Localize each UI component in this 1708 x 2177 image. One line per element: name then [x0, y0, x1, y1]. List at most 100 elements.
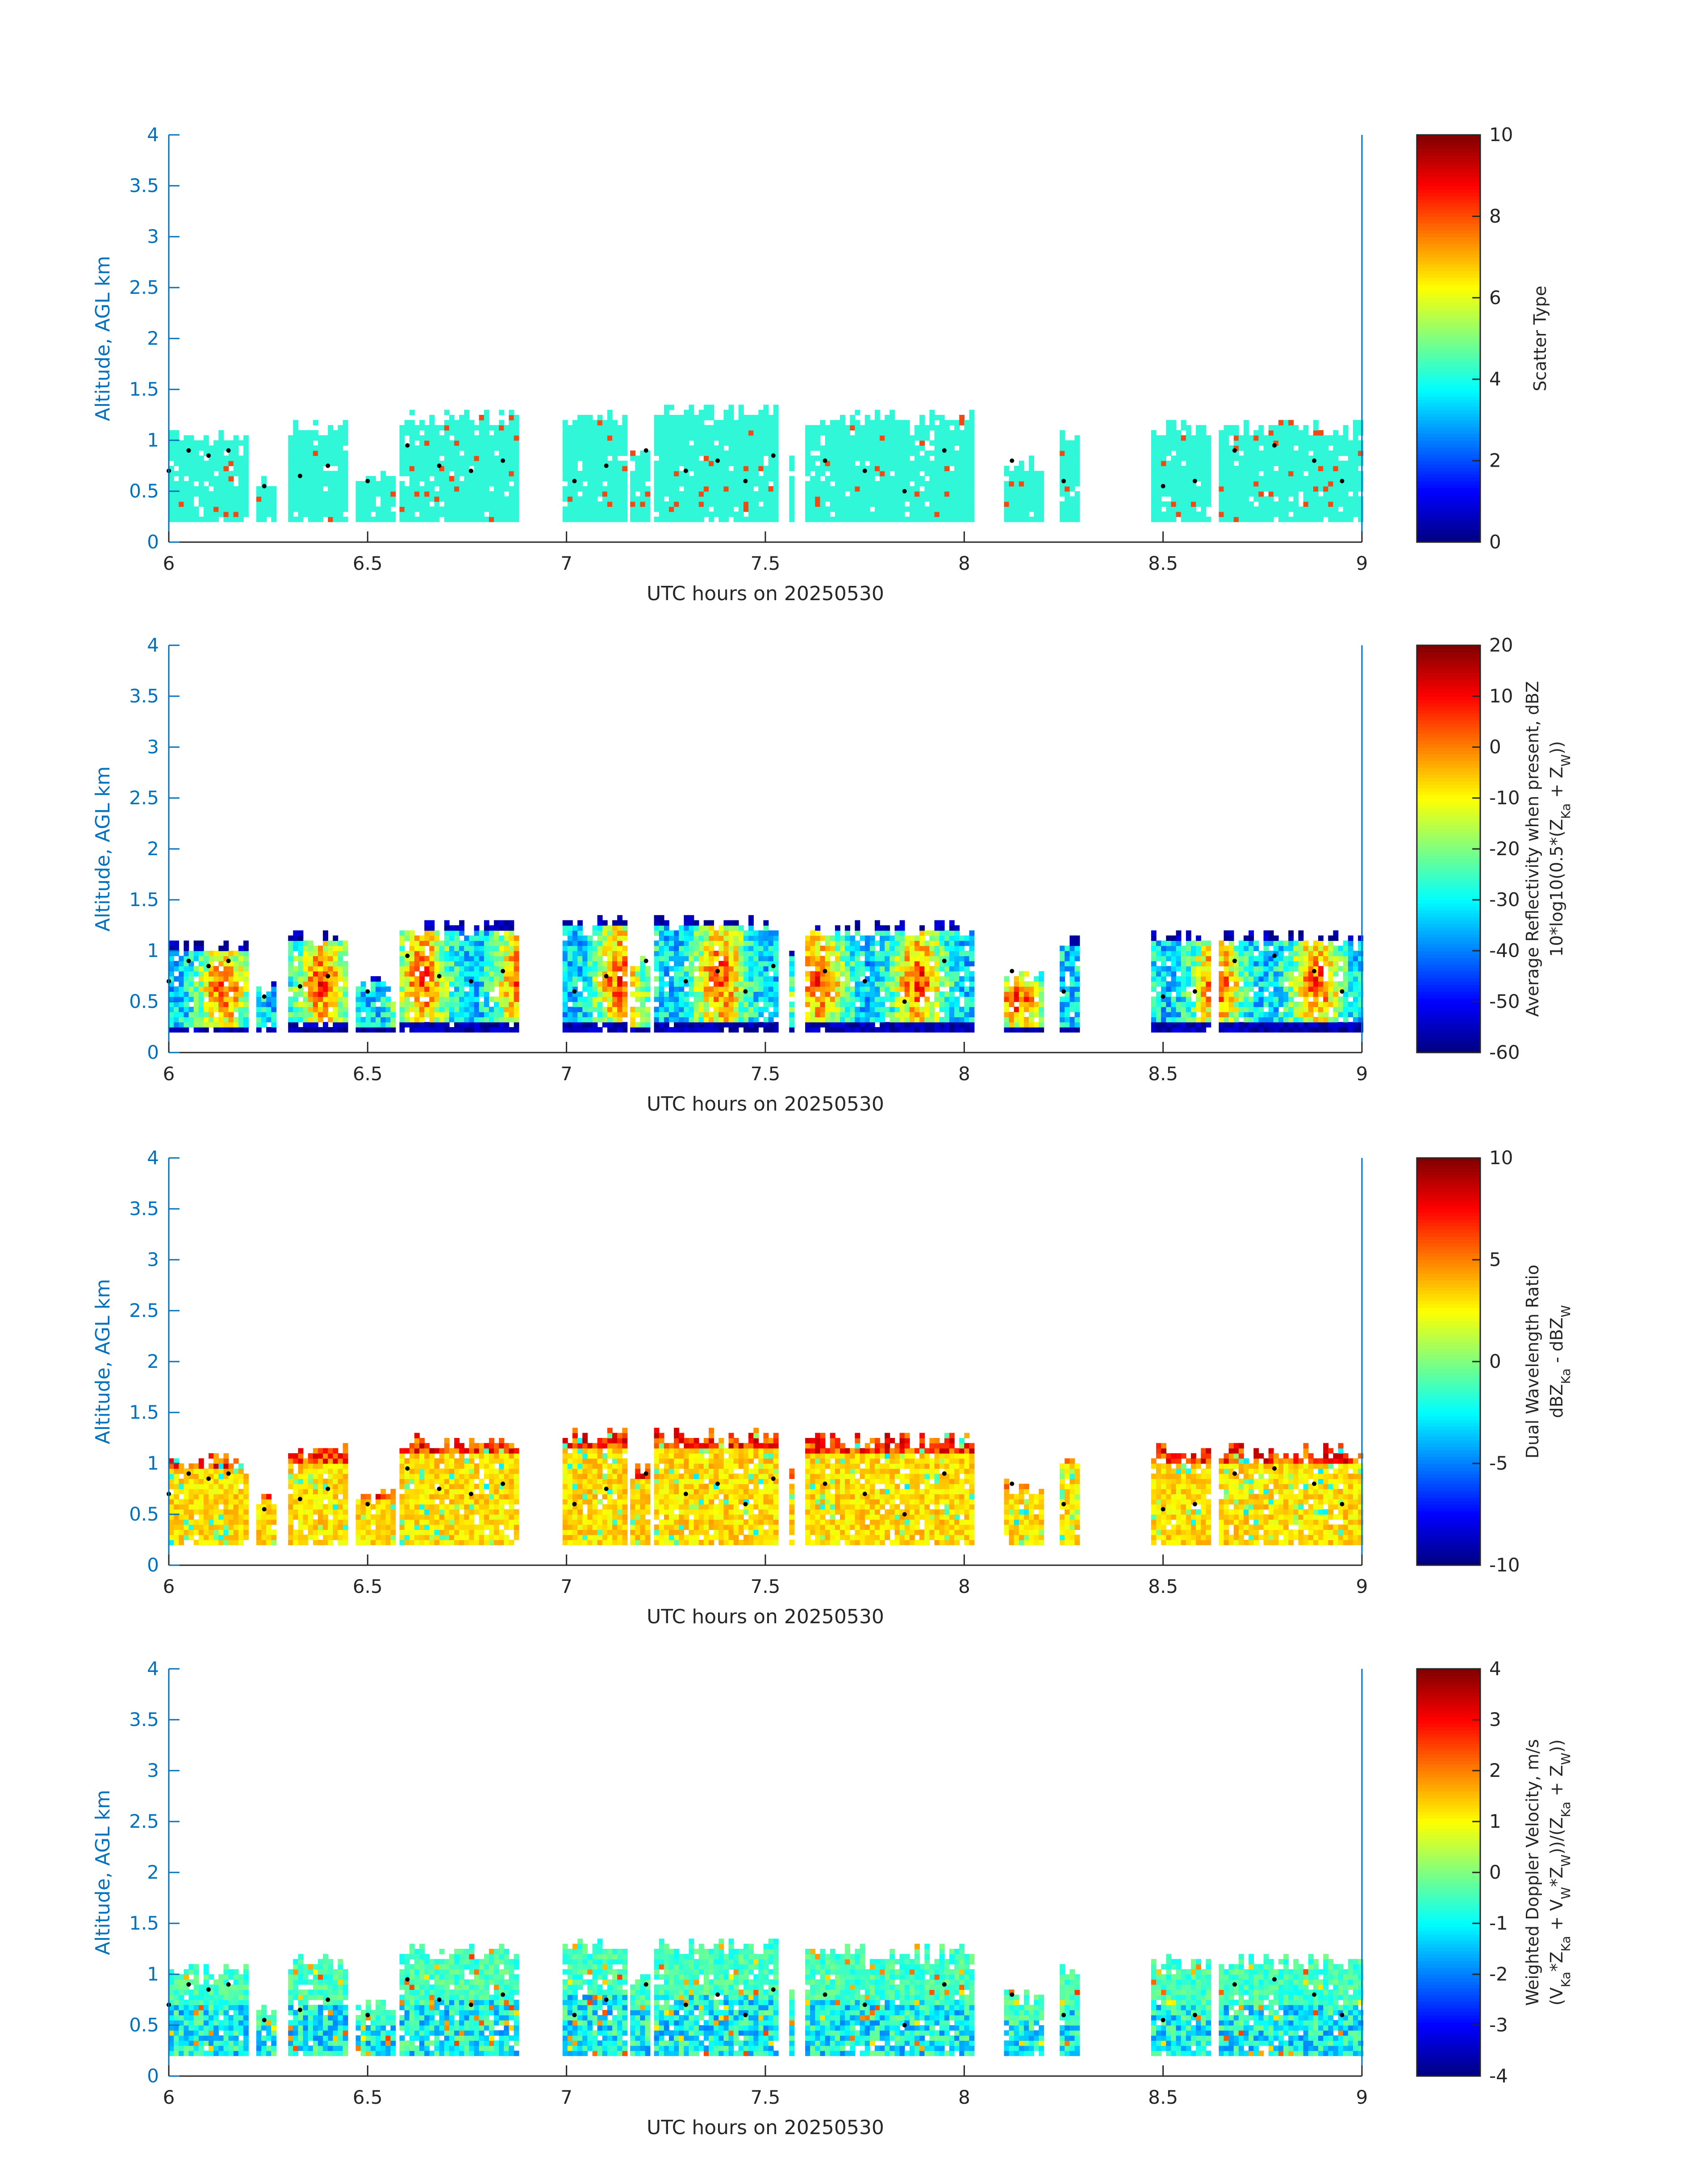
cell [355, 986, 361, 992]
cell [763, 450, 769, 456]
cell [830, 517, 835, 522]
cell [703, 425, 709, 430]
cell [376, 986, 381, 992]
cell [169, 455, 174, 461]
cell [509, 976, 514, 982]
cell [1171, 496, 1177, 502]
cell [855, 435, 860, 441]
cell [228, 511, 234, 517]
x-tick-label: 9 [1356, 552, 1368, 574]
cell [622, 956, 628, 961]
cell [1039, 506, 1044, 512]
cell [333, 471, 338, 476]
cell [1023, 496, 1029, 502]
cell [718, 450, 724, 456]
cell [768, 440, 774, 446]
cell [939, 496, 945, 502]
cell [869, 425, 875, 430]
cell [1338, 501, 1344, 507]
cell [308, 517, 313, 522]
cell [597, 425, 603, 430]
cell [1069, 460, 1075, 466]
cell [1191, 517, 1196, 522]
cell [577, 496, 583, 502]
cell [1166, 466, 1172, 472]
cell [380, 981, 386, 987]
cell [434, 445, 440, 451]
cell [390, 491, 396, 497]
cell [188, 466, 194, 472]
cell [622, 1002, 628, 1007]
cell [1219, 486, 1224, 492]
cell [203, 1017, 209, 1023]
colorbar-band [1417, 399, 1480, 404]
cell [645, 986, 651, 992]
cell [1263, 501, 1269, 507]
cell [635, 481, 641, 487]
cell [243, 940, 249, 946]
cell [1151, 486, 1157, 492]
cell [607, 425, 613, 430]
cell [233, 496, 239, 502]
cell [728, 425, 734, 430]
cell [198, 501, 204, 507]
cell [758, 420, 764, 426]
cell [607, 435, 613, 441]
cell [439, 460, 445, 466]
cell [869, 455, 875, 461]
colorbar-band [1417, 433, 1480, 438]
cell [1303, 501, 1309, 507]
cell [1224, 481, 1229, 487]
cell [385, 511, 391, 517]
cell [869, 476, 875, 481]
cell [693, 481, 699, 487]
cell [850, 435, 856, 441]
cell [669, 445, 674, 451]
cell [602, 420, 608, 426]
cloud-base-dot [823, 458, 827, 463]
cell [499, 1022, 505, 1028]
cell [753, 476, 759, 481]
cell [342, 450, 348, 456]
cell [664, 951, 669, 957]
cell [1186, 506, 1191, 512]
cell [1333, 430, 1339, 436]
cell [449, 1017, 455, 1023]
cell [1166, 435, 1172, 441]
cell [567, 486, 573, 492]
cell [243, 945, 249, 951]
cell [1343, 435, 1349, 441]
cell [572, 491, 578, 497]
cell [567, 430, 573, 436]
cell [479, 951, 484, 957]
cell [612, 956, 618, 961]
cell [1171, 481, 1177, 487]
cell [1019, 506, 1024, 512]
cell [256, 1011, 262, 1017]
cell [1196, 430, 1201, 436]
cell [654, 976, 660, 982]
cell [1268, 511, 1274, 517]
cell [954, 440, 960, 446]
cell [419, 486, 425, 492]
cell [429, 986, 435, 992]
cell [288, 517, 294, 522]
cell [815, 517, 821, 522]
cell [959, 466, 965, 472]
cell [454, 956, 459, 961]
cell [1069, 506, 1075, 512]
cell [763, 506, 769, 512]
cell [733, 460, 739, 466]
cell [562, 471, 568, 476]
cell [939, 425, 945, 430]
cell [504, 925, 509, 931]
cell [622, 481, 628, 487]
cell [709, 445, 714, 451]
cell [894, 466, 900, 472]
cell [758, 496, 764, 502]
cell [1278, 501, 1284, 507]
cell [714, 425, 719, 430]
cell [1201, 501, 1207, 507]
cell [860, 501, 865, 507]
cell [454, 971, 459, 977]
